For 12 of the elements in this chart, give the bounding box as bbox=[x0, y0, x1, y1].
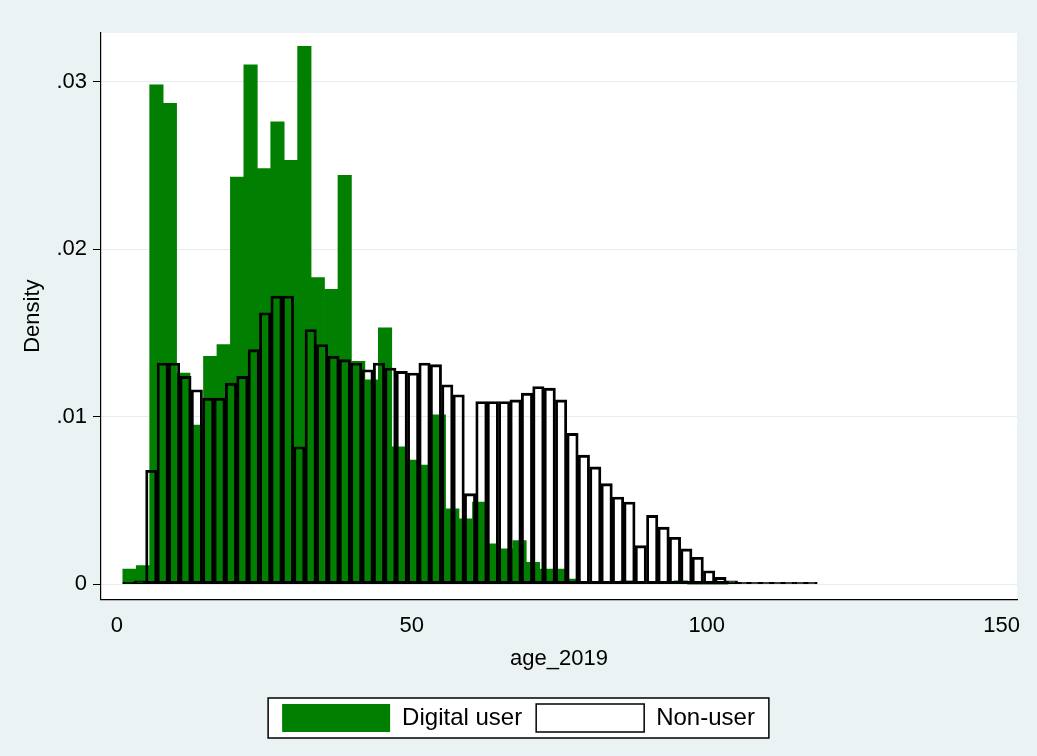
y-axis-title: Density bbox=[19, 279, 45, 353]
x-tick-label: 50 bbox=[399, 612, 425, 638]
x-tick-label: 100 bbox=[688, 612, 726, 638]
x-tick-label: 0 bbox=[110, 612, 124, 638]
y-tick-label: .02 bbox=[56, 235, 87, 261]
y-tick-label: 0 bbox=[74, 570, 87, 596]
legend-label: Non-user bbox=[656, 702, 755, 730]
x-axis-title: age_2019 bbox=[510, 644, 608, 670]
x-tick-label: 150 bbox=[983, 612, 1021, 638]
y-tick-label: .03 bbox=[56, 67, 87, 93]
legend-label: Digital user bbox=[402, 702, 523, 730]
y-tick-label: .01 bbox=[56, 402, 87, 428]
